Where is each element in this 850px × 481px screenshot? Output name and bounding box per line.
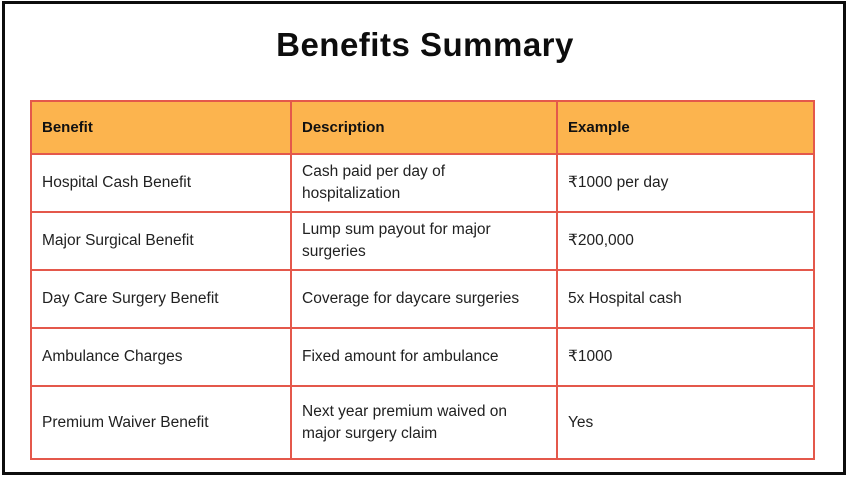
cell-description: Lump sum payout for major surgeries [290,211,558,271]
table-header: Benefit Description Example [30,100,815,155]
benefits-summary-table: Benefit Description Example Hospital Cas… [30,100,815,460]
cell-benefit: Hospital Cash Benefit [30,153,292,213]
table-body: Hospital Cash Benefit Cash paid per day … [30,153,815,460]
cell-example: 5x Hospital cash [556,269,815,329]
cell-example: ₹1000 [556,327,815,387]
cell-example: ₹1000 per day [556,153,815,213]
table-row: Premium Waiver Benefit Next year premium… [30,385,815,460]
cell-description: Next year premium waived on major surger… [290,385,558,460]
cell-description: Fixed amount for ambulance [290,327,558,387]
cell-benefit: Premium Waiver Benefit [30,385,292,460]
table-row: Hospital Cash Benefit Cash paid per day … [30,153,815,213]
table-row: Major Surgical Benefit Lump sum payout f… [30,211,815,271]
column-header-benefit: Benefit [30,100,292,155]
cell-benefit: Day Care Surgery Benefit [30,269,292,329]
cell-example: ₹200,000 [556,211,815,271]
table-row: Ambulance Charges Fixed amount for ambul… [30,327,815,387]
cell-benefit: Major Surgical Benefit [30,211,292,271]
column-header-example: Example [556,100,815,155]
cell-benefit: Ambulance Charges [30,327,292,387]
cell-description: Coverage for daycare surgeries [290,269,558,329]
cell-description: Cash paid per day of hospitalization [290,153,558,213]
table-row: Day Care Surgery Benefit Coverage for da… [30,269,815,329]
page-title: Benefits Summary [276,26,574,63]
table-header-row: Benefit Description Example [30,100,815,155]
column-header-description: Description [290,100,558,155]
cell-example: Yes [556,385,815,460]
